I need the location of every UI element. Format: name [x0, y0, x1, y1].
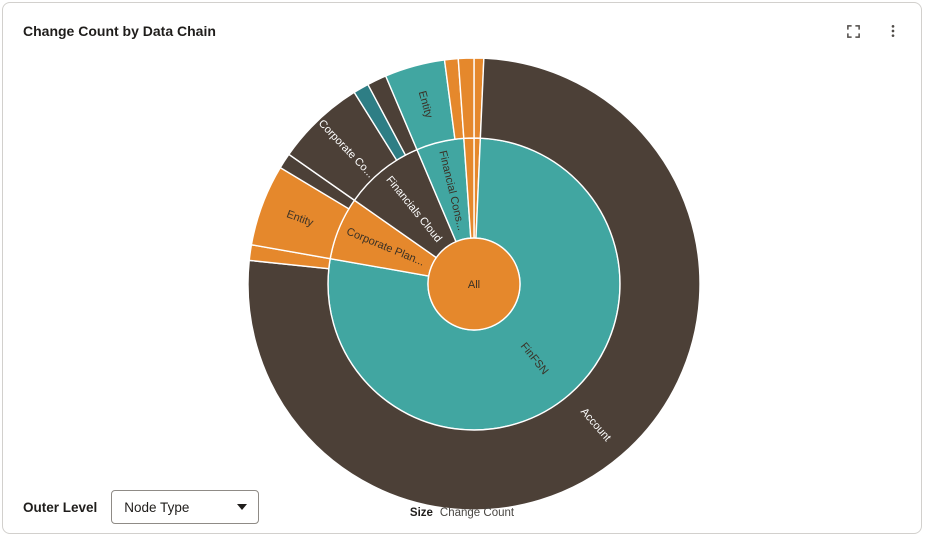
card-header: Change Count by Data Chain: [3, 3, 921, 51]
size-value: Change Count: [439, 507, 515, 519]
size-label: Size: [409, 507, 433, 519]
page-title: Change Count by Data Chain: [23, 23, 216, 39]
outer-level-select[interactable]: Node Type: [111, 490, 260, 524]
sunburst-center-node[interactable]: [427, 237, 521, 331]
header-actions: [841, 19, 905, 43]
kebab-menu-icon: [891, 25, 895, 37]
expand-icon: [846, 24, 860, 38]
outer-level-label: Outer Level: [23, 499, 98, 515]
menu-button[interactable]: [881, 19, 905, 43]
sunburst-segment-node-type-account[interactable]: [247, 57, 701, 511]
sunburst-segment-node-type-sliver[interactable]: [457, 57, 475, 140]
expand-button[interactable]: [841, 19, 865, 43]
chevron-down-icon: [237, 504, 248, 510]
outer-level-selected-value: Node Type: [124, 499, 190, 515]
outer-level-control: Outer Level Node Type: [23, 490, 260, 524]
size-legend: Size Change Count: [3, 507, 921, 519]
